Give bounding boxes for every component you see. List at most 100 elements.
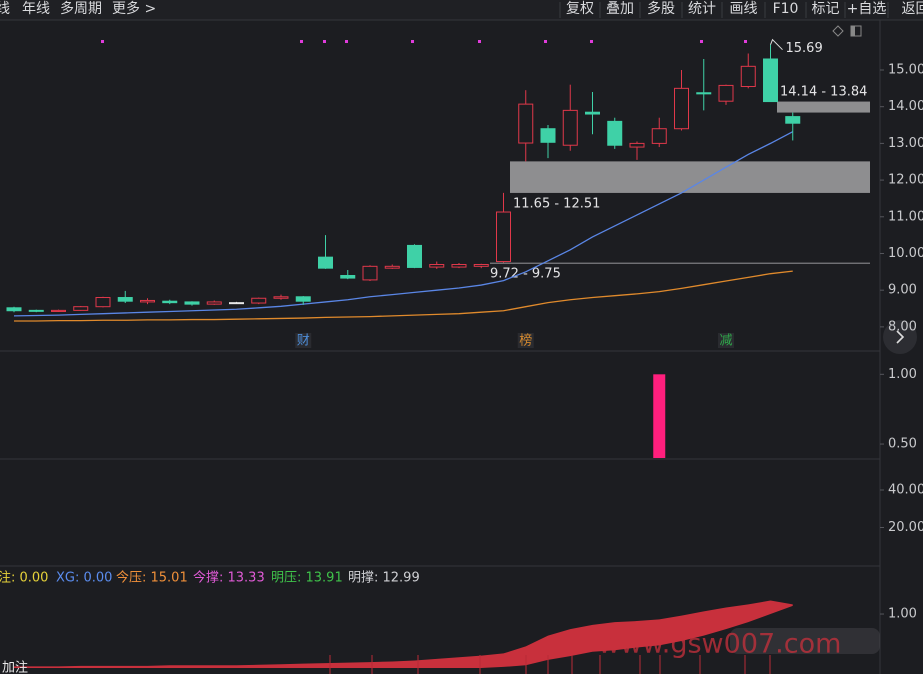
y-tick-label: 13.00 [888, 136, 923, 151]
signal-dot [478, 40, 481, 43]
tag-bg [517, 333, 534, 348]
toolbar [0, 0, 923, 20]
candle-body [540, 128, 556, 143]
y-tick-label: 15.00 [888, 63, 923, 78]
candle-body [740, 65, 756, 88]
candle-body [718, 84, 734, 102]
y-tick-label: 12.00 [888, 173, 923, 188]
blur-overlay [730, 628, 880, 654]
candle-body [51, 309, 66, 312]
toolbar-button[interactable]: F10 [773, 1, 799, 17]
signal-dot [300, 40, 303, 43]
y-tick-label: 0.50 [888, 437, 917, 452]
tag-bg [295, 333, 312, 348]
moving-average [14, 270, 793, 322]
legend-entry: 明压: 13.91 [271, 571, 343, 586]
toolbar-button[interactable]: 画线 [730, 1, 758, 17]
candle-body [674, 87, 689, 130]
gap-label: 9.72 - 9.75 [490, 267, 561, 282]
candle-body [318, 256, 333, 269]
toolbar-button[interactable]: 统计 [688, 1, 716, 17]
toolbar-button[interactable]: 返回 [902, 1, 923, 17]
candle-body [763, 58, 778, 103]
scroll-arrow [896, 330, 905, 344]
candle-body [206, 301, 222, 305]
tag-bg [718, 333, 734, 348]
diamond-icon[interactable] [832, 25, 844, 37]
indicator-area [14, 600, 793, 668]
gap-label: 14.14 - 13.84 [780, 85, 867, 100]
signal-dot [700, 40, 703, 43]
toolbar-tab[interactable]: 多周期 [60, 0, 102, 17]
candle-body [273, 296, 289, 299]
signal-dot [744, 40, 747, 43]
candle-body [28, 309, 44, 312]
candle-body [562, 109, 578, 146]
toolbar-button[interactable]: 叠加 [606, 1, 634, 17]
candle-body [73, 306, 89, 311]
candle-body [362, 265, 378, 281]
candle-body [629, 142, 645, 148]
tag: 减 [719, 334, 732, 349]
candle-body [340, 275, 356, 279]
toolbar-button[interactable]: 标记 [812, 1, 840, 17]
candle-body [496, 211, 511, 263]
max-pointer [770, 38, 783, 51]
signal-dot [101, 40, 104, 43]
watermark: www.gsw007.com [598, 629, 841, 660]
gap-zone [777, 101, 870, 113]
signal-dot [544, 40, 547, 43]
toolbar-tab[interactable]: 更多 > [112, 0, 156, 17]
toolbar-button[interactable]: 多股 [647, 0, 675, 17]
y-tick-label: 20.00 [888, 520, 923, 535]
toolbar-tab[interactable]: 线 [0, 1, 10, 17]
candle-body [473, 263, 489, 267]
scroll-button[interactable] [883, 320, 917, 354]
signal-dot [323, 40, 326, 43]
candle-body [429, 263, 445, 268]
y-tick-label: 1.00 [888, 607, 917, 622]
signal-dot [411, 40, 414, 43]
gap-label: 11.65 - 12.51 [513, 197, 600, 212]
y-tick-label: 40.00 [888, 483, 923, 498]
y-tick-label: 11.00 [888, 209, 923, 224]
candle-body [95, 297, 111, 308]
y-tick-label: 9.00 [888, 283, 917, 298]
signal-dots [101, 40, 747, 43]
signal-dot [590, 40, 593, 43]
legend-entry: XG: 0.00 [56, 571, 112, 586]
signal-dot [345, 40, 348, 43]
y-tick-label: 1.00 [888, 367, 917, 382]
candle-body [451, 263, 467, 268]
y-tick-label: 10.00 [888, 246, 923, 261]
candle-body [184, 301, 200, 305]
candle-body [229, 302, 244, 305]
toolbar-button[interactable]: 复权 [566, 0, 594, 17]
max-label: 15.69 [786, 41, 823, 56]
tag: 榜 [519, 333, 532, 349]
candle-body [117, 297, 133, 302]
candle-body [162, 300, 178, 304]
y-tick-label: 8.00 [888, 319, 917, 334]
y-tick-label: 14.00 [888, 99, 923, 114]
candle-body [384, 265, 400, 269]
toolbar-button[interactable]: +自选 [847, 1, 887, 17]
candle-body [140, 299, 155, 303]
legend-entry: 明撑: 12.99 [348, 571, 420, 586]
legend-entry: 注: 0.00 [0, 571, 48, 586]
moving-average [13, 131, 794, 317]
candle-body [696, 92, 712, 95]
candle-body [407, 244, 422, 268]
footer-label: 加注 [2, 661, 28, 674]
toolbar-tab[interactable]: 年线 [22, 1, 50, 17]
candle-body [518, 103, 534, 144]
signal-bar [653, 374, 666, 458]
candle-body [585, 111, 600, 115]
legend-entry: 今压: 15.01 [116, 570, 188, 586]
window-icon-fill [851, 26, 855, 36]
gap-zone [490, 262, 870, 264]
legend-entry: 今撑: 13.33 [193, 570, 265, 586]
candle-body [607, 120, 623, 146]
